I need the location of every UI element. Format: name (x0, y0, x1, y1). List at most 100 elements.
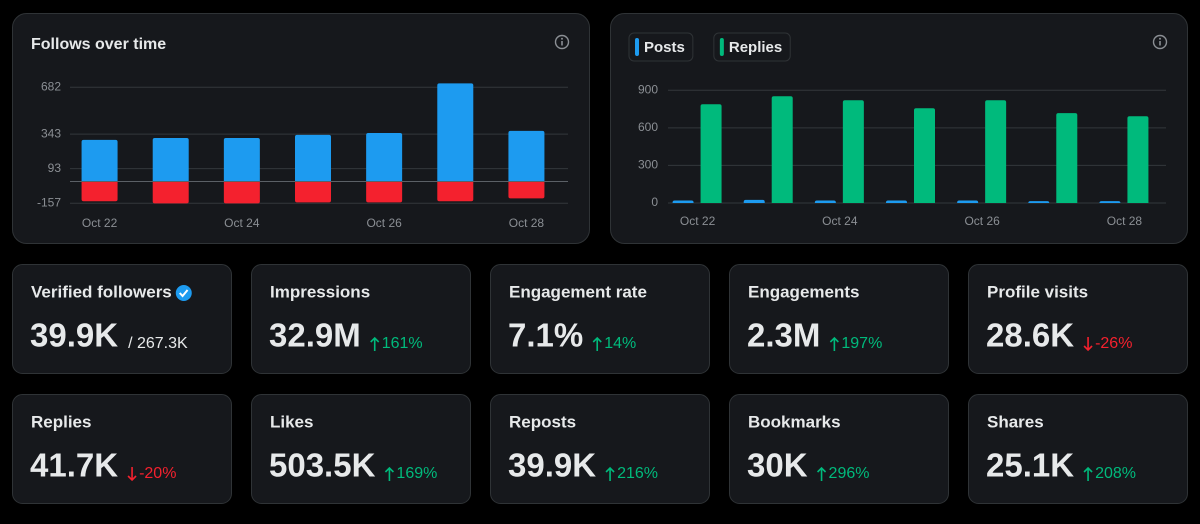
bar (508, 181, 545, 199)
bar (814, 200, 836, 203)
bar (1127, 116, 1149, 203)
card-value: 503.5K (269, 447, 376, 484)
bar (1056, 113, 1078, 203)
card-label: Profile visits (987, 282, 1088, 301)
info-icon-dot (1159, 37, 1161, 40)
y-tick-label: 343 (41, 126, 61, 140)
bar (985, 100, 1007, 203)
card-change: 161% (382, 335, 423, 352)
bar (700, 104, 722, 203)
card-change: 296% (829, 465, 870, 482)
stat-card (490, 264, 710, 374)
trend-arrow (370, 336, 380, 351)
card-total: / 267.3K (128, 335, 188, 352)
x-tick-label: Oct 22 (82, 216, 118, 230)
x-tick-label: Oct 24 (224, 216, 260, 230)
card-label: Reposts (509, 412, 576, 431)
card-change: 216% (617, 465, 658, 482)
card-label: Likes (270, 412, 313, 431)
card-label: Verified followers (31, 282, 172, 301)
y-tick-label: 682 (41, 79, 61, 93)
bar (152, 137, 189, 182)
bar (223, 181, 260, 204)
stat-card (729, 394, 949, 504)
bar (366, 132, 403, 182)
card-change: 208% (1095, 465, 1136, 482)
card-value: 28.6K (986, 317, 1074, 354)
card-label: Impressions (270, 282, 370, 301)
card-value: 39.9K (30, 317, 118, 354)
chart-panel (610, 13, 1188, 244)
card-value: 2.3M (747, 317, 820, 354)
info-icon-dot (561, 37, 563, 40)
legend-box (713, 32, 791, 62)
info-icon (554, 34, 570, 50)
x-tick-label: Oct 28 (1107, 214, 1143, 228)
legend-box (628, 32, 694, 62)
trend-arrow (816, 466, 827, 481)
bar (295, 181, 331, 203)
legend-swatch (719, 38, 724, 56)
y-tick-label: 93 (48, 161, 62, 175)
bar (1099, 201, 1121, 204)
bar (842, 100, 864, 203)
info-icon (1152, 34, 1168, 50)
card-label: Bookmarks (748, 412, 841, 431)
card-value: 30K (747, 447, 808, 484)
x-tick-label: Oct 26 (964, 214, 1000, 228)
card-value: 32.9M (269, 317, 361, 354)
stat-card (968, 264, 1188, 374)
stat-card (490, 394, 710, 504)
trend-arrow (1083, 337, 1093, 352)
stat-card (729, 264, 949, 374)
bar (152, 181, 189, 204)
chart-title: Follows over time (31, 36, 166, 53)
bar (366, 181, 403, 203)
bar (81, 139, 118, 182)
card-change: 14% (604, 335, 636, 352)
bar (295, 134, 331, 182)
card-label: Shares (987, 412, 1044, 431)
bar (914, 108, 935, 203)
legend-label: Posts (644, 39, 685, 56)
bar (957, 200, 979, 203)
legend-item[interactable]: Posts (628, 32, 694, 62)
y-tick-label: 900 (638, 82, 658, 96)
stat-card (12, 394, 232, 504)
card-change: -20% (139, 465, 176, 482)
legend-swatch (635, 38, 639, 56)
bar (437, 83, 474, 182)
card-value: 7.1% (508, 317, 583, 354)
y-tick-label: 300 (638, 158, 658, 172)
x-tick-label: Oct 24 (822, 214, 858, 228)
y-tick-label: -157 (37, 195, 61, 209)
bar (437, 181, 474, 202)
y-tick-label: 0 (651, 195, 658, 209)
bar (771, 96, 793, 203)
x-tick-label: Oct 26 (366, 216, 402, 230)
bar (81, 181, 118, 202)
stat-card (251, 394, 471, 504)
legend-label: Replies (729, 39, 782, 56)
card-value: 41.7K (30, 447, 118, 484)
trend-arrow (592, 336, 602, 351)
legend-item[interactable]: Replies (713, 32, 791, 62)
trend-arrow (605, 466, 615, 481)
bar (672, 200, 694, 203)
bar (886, 200, 907, 203)
bar (223, 137, 260, 182)
bar (508, 130, 545, 182)
card-label: Engagement rate (509, 282, 647, 301)
stat-card (251, 264, 471, 374)
x-tick-label: Oct 22 (680, 214, 716, 228)
card-change: 197% (841, 335, 882, 352)
card-change: -26% (1095, 335, 1132, 352)
x-tick-label: Oct 28 (509, 216, 545, 230)
trend-arrow (127, 467, 137, 482)
bar (1028, 201, 1050, 204)
bar (743, 199, 765, 203)
verified-check (179, 289, 189, 298)
stat-card (968, 394, 1188, 504)
